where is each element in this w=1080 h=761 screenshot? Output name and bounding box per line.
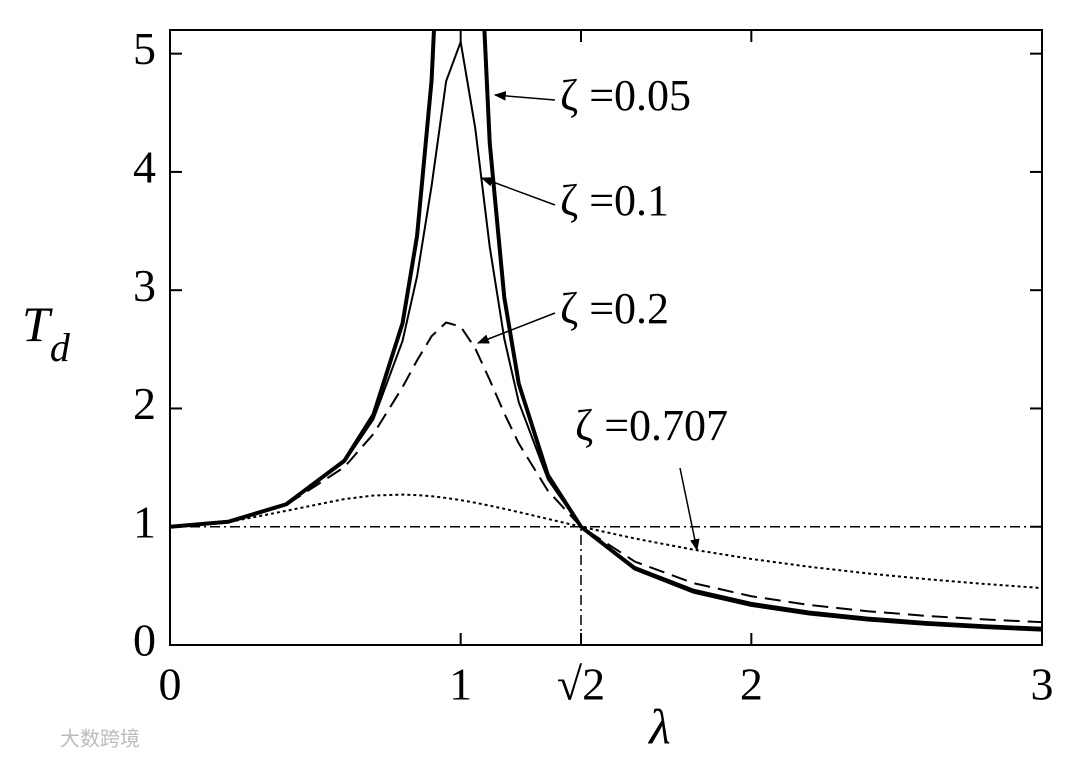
plot-area	[170, 30, 1042, 632]
x-tick-label: 0	[159, 659, 182, 710]
series-line	[170, 493, 1042, 590]
annotation-arrow	[476, 312, 556, 344]
y-tick-label: 1	[133, 496, 156, 547]
y-axis-label-main: T	[22, 296, 53, 352]
series-line	[170, 30, 1042, 632]
y-axis-label-sub: d	[50, 325, 71, 370]
x-tick-label: √2	[557, 659, 605, 710]
series-line	[170, 40, 1042, 629]
annotation-arrow	[480, 177, 556, 206]
annotation-arrow	[493, 91, 556, 101]
y-tick-label: 2	[133, 378, 156, 429]
watermark: 大数跨境	[60, 727, 140, 751]
x-tick-label: 3	[1031, 659, 1054, 710]
y-tick-label: 4	[133, 141, 156, 192]
legend-label: ζ =0.2	[560, 284, 669, 333]
legend-label: ζ =0.05	[560, 71, 691, 120]
y-tick-label: 0	[133, 615, 156, 666]
x-tick-label: 1	[449, 659, 472, 710]
legend-label: ζ =0.1	[560, 176, 669, 225]
series-line	[170, 321, 1042, 624]
annotation-arrow	[679, 467, 700, 552]
legend-label: ζ =0.707	[575, 401, 728, 450]
x-tick-label: 2	[740, 659, 763, 710]
plot-frame	[169, 29, 1043, 646]
y-axis-label: Td	[22, 296, 71, 370]
y-tick-label: 5	[133, 23, 156, 74]
x-axis-label: λ	[647, 698, 671, 754]
y-tick-label: 3	[133, 260, 156, 311]
